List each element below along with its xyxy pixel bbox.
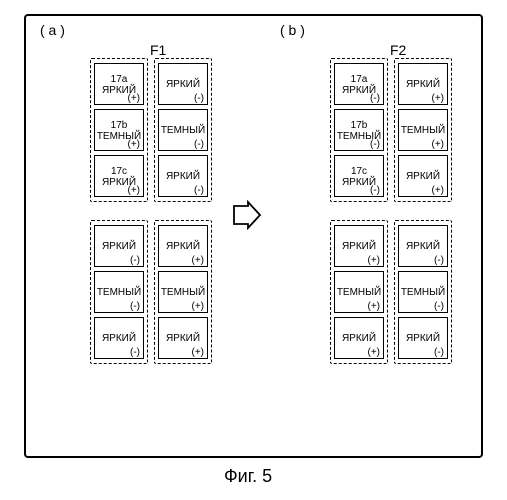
cell-sign: (+) [368, 301, 381, 312]
cell-sign: (+) [128, 93, 141, 104]
pixel-cell: ЯРКИЙ (-) [94, 317, 144, 359]
cell-state: ЯРКИЙ [96, 333, 142, 344]
cell-state: ТЕМНЫЙ [160, 125, 206, 136]
frame-label-f1: F1 [150, 42, 166, 58]
cell-state: ЯРКИЙ [336, 333, 382, 344]
cell-state: ЯРКИЙ [96, 241, 142, 252]
pixel-cell: ТЕМНЫЙ (-) [158, 109, 208, 151]
cell-sign: (+) [432, 139, 445, 150]
cell-ref: 17b [96, 120, 142, 131]
cell-sign: (-) [370, 93, 380, 104]
f1-top-col2: ЯРКИЙ (-) ТЕМНЫЙ (-) ЯРКИЙ (-) [154, 58, 212, 202]
cell-state: ТЕМНЫЙ [160, 287, 206, 298]
cell-sign: (-) [130, 301, 140, 312]
pixel-cell: ЯРКИЙ (-) [158, 63, 208, 105]
pixel-cell: ЯРКИЙ (-) [398, 225, 448, 267]
pixel-cell: ЯРКИЙ (-) [158, 155, 208, 197]
cell-state: ТЕМНЫЙ [336, 287, 382, 298]
cell-sign: (+) [432, 93, 445, 104]
panel-label-b: ( b ) [280, 22, 305, 38]
pixel-cell: ЯРКИЙ (+) [398, 63, 448, 105]
pixel-cell: ЯРКИЙ (+) [334, 317, 384, 359]
cell-sign: (+) [128, 185, 141, 196]
cell-sign: (-) [370, 185, 380, 196]
transition-arrow-icon [232, 200, 262, 230]
cell-sign: (+) [368, 255, 381, 266]
pixel-cell: ТЕМНЫЙ (+) [398, 109, 448, 151]
frame-label-f2: F2 [390, 42, 406, 58]
cell-state: ЯРКИЙ [400, 241, 446, 252]
pixel-cell: 17c ЯРКИЙ (+) [94, 155, 144, 197]
cell-state: ТЕМНЫЙ [400, 125, 446, 136]
cell-sign: (+) [368, 347, 381, 358]
f1-bottom-col1: ЯРКИЙ (-) ТЕМНЫЙ (-) ЯРКИЙ (-) [90, 220, 148, 364]
cell-sign: (-) [194, 139, 204, 150]
cell-sign: (+) [128, 139, 141, 150]
cell-ref: 17a [96, 74, 142, 85]
f2-top-col2: ЯРКИЙ (+) ТЕМНЫЙ (+) ЯРКИЙ (+) [394, 58, 452, 202]
cell-state: ЯРКИЙ [160, 333, 206, 344]
panel-label-a: ( a ) [40, 22, 65, 38]
cell-sign: (-) [434, 255, 444, 266]
pixel-cell: ТЕМНЫЙ (+) [334, 271, 384, 313]
cell-ref: 17a [336, 74, 382, 85]
pixel-cell: 17a ЯРКИЙ (-) [334, 63, 384, 105]
pixel-cell: ЯРКИЙ (-) [94, 225, 144, 267]
cell-state: ЯРКИЙ [336, 241, 382, 252]
pixel-cell: 17b ТЕМНЫЙ (-) [334, 109, 384, 151]
cell-state: ЯРКИЙ [160, 241, 206, 252]
f2-bottom-col1: ЯРКИЙ (+) ТЕМНЫЙ (+) ЯРКИЙ (+) [330, 220, 388, 364]
pixel-cell: ТЕМНЫЙ (-) [94, 271, 144, 313]
cell-state: ЯРКИЙ [400, 79, 446, 90]
cell-sign: (+) [192, 301, 205, 312]
cell-sign: (+) [192, 255, 205, 266]
cell-sign: (-) [370, 139, 380, 150]
cell-state: ТЕМНЫЙ [400, 287, 446, 298]
cell-state: ЯРКИЙ [160, 79, 206, 90]
cell-sign: (-) [434, 301, 444, 312]
pixel-cell: ЯРКИЙ (+) [334, 225, 384, 267]
cell-ref: 17b [336, 120, 382, 131]
figure-canvas: ( a ) ( b ) F1 F2 17a ЯРКИЙ (+) 17b ТЕМН… [0, 0, 507, 500]
pixel-cell: ЯРКИЙ (+) [158, 317, 208, 359]
figure-caption: Фиг. 5 [224, 466, 272, 487]
pixel-cell: ТЕМНЫЙ (-) [398, 271, 448, 313]
cell-ref: 17c [336, 166, 382, 177]
cell-sign: (+) [432, 185, 445, 196]
f2-bottom-col2: ЯРКИЙ (-) ТЕМНЫЙ (-) ЯРКИЙ (-) [394, 220, 452, 364]
cell-state: ТЕМНЫЙ [96, 287, 142, 298]
pixel-cell: ЯРКИЙ (-) [398, 317, 448, 359]
cell-ref: 17c [96, 166, 142, 177]
pixel-cell: 17c ЯРКИЙ (-) [334, 155, 384, 197]
cell-state: ЯРКИЙ [400, 333, 446, 344]
pixel-cell: 17a ЯРКИЙ (+) [94, 63, 144, 105]
cell-sign: (-) [130, 255, 140, 266]
cell-sign: (-) [194, 185, 204, 196]
f1-top-col1: 17a ЯРКИЙ (+) 17b ТЕМНЫЙ (+) 17c ЯРКИЙ (… [90, 58, 148, 202]
pixel-cell: 17b ТЕМНЫЙ (+) [94, 109, 144, 151]
cell-sign: (+) [192, 347, 205, 358]
f1-bottom-col2: ЯРКИЙ (+) ТЕМНЫЙ (+) ЯРКИЙ (+) [154, 220, 212, 364]
pixel-cell: ЯРКИЙ (+) [398, 155, 448, 197]
pixel-cell: ЯРКИЙ (+) [158, 225, 208, 267]
cell-state: ЯРКИЙ [160, 171, 206, 182]
cell-sign: (-) [194, 93, 204, 104]
cell-state: ЯРКИЙ [400, 171, 446, 182]
pixel-cell: ТЕМНЫЙ (+) [158, 271, 208, 313]
cell-sign: (-) [434, 347, 444, 358]
cell-sign: (-) [130, 347, 140, 358]
f2-top-col1: 17a ЯРКИЙ (-) 17b ТЕМНЫЙ (-) 17c ЯРКИЙ (… [330, 58, 388, 202]
